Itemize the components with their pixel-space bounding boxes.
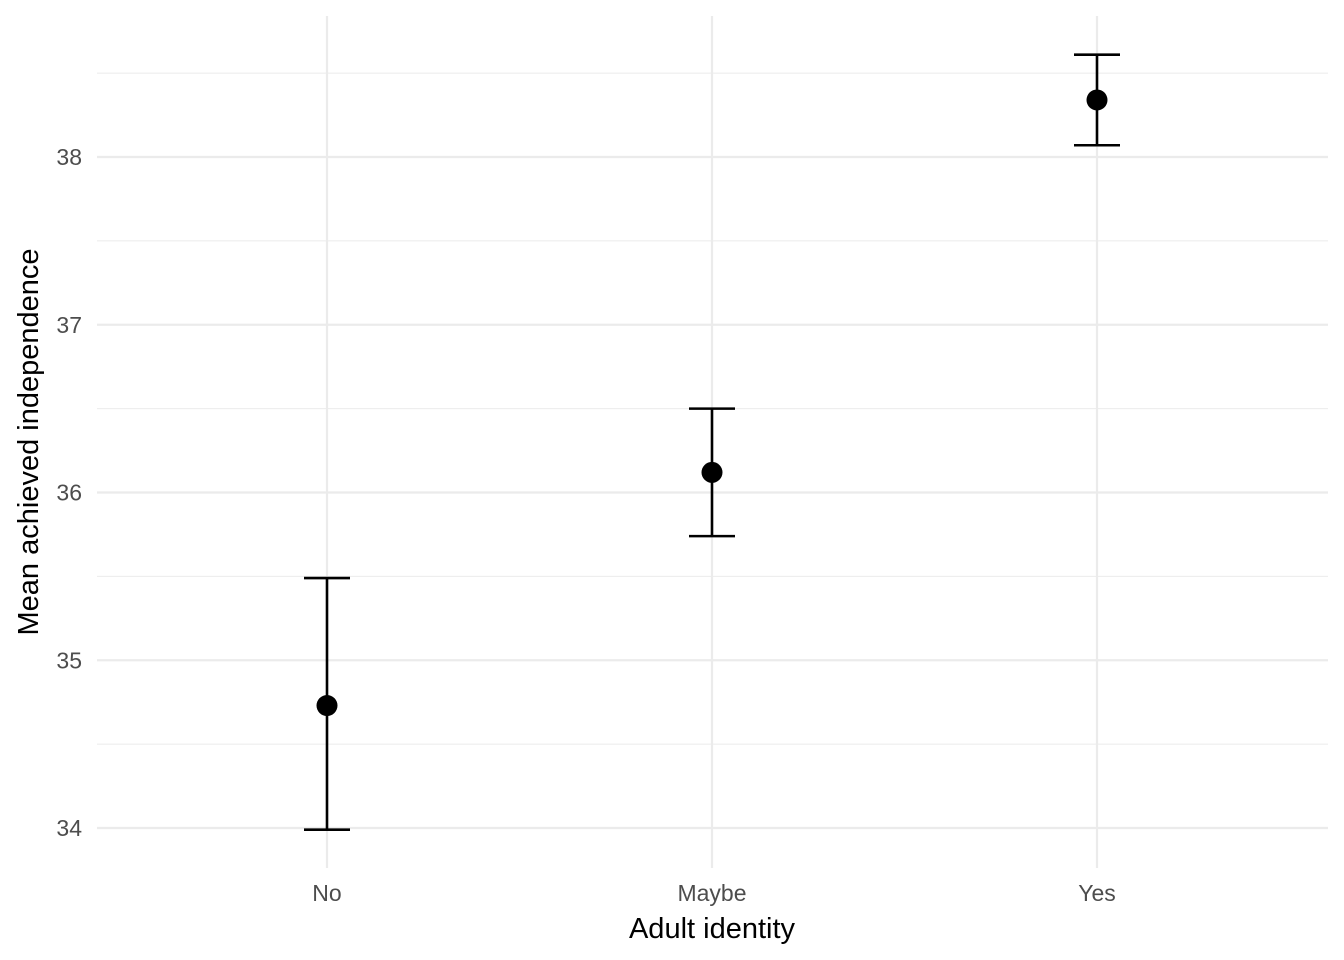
y-axis-title: Mean achieved independence (13, 249, 45, 636)
y-tick-label: 37 (56, 312, 82, 338)
x-tick-label: Maybe (677, 880, 746, 906)
y-tick-label: 36 (56, 480, 82, 506)
data-point (701, 461, 723, 483)
x-tick-label: Yes (1078, 880, 1116, 906)
y-tick-label: 35 (56, 647, 82, 673)
data-point (316, 695, 338, 717)
x-tick-label: No (312, 880, 341, 906)
y-tick-label: 38 (56, 144, 82, 170)
x-axis-title: Adult identity (629, 913, 796, 945)
data-point (1086, 89, 1108, 111)
data-marks (304, 53, 1120, 831)
y-axis-ticks: 34 35 36 37 38 (56, 144, 82, 841)
grid (97, 16, 1328, 868)
x-axis-ticks: No Maybe Yes (312, 880, 1115, 906)
y-tick-label: 34 (56, 815, 82, 841)
